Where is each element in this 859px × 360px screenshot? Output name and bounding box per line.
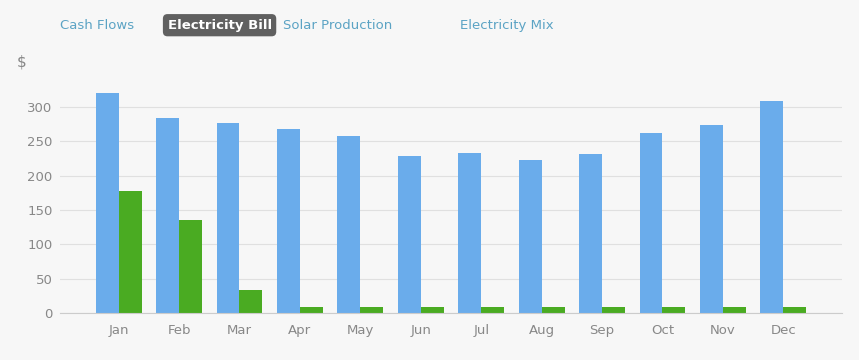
- Bar: [398, 156, 421, 313]
- Bar: [216, 122, 240, 313]
- Bar: [240, 290, 263, 313]
- Bar: [700, 125, 723, 313]
- Bar: [579, 153, 602, 313]
- Bar: [360, 307, 383, 313]
- Text: Cash Flows: Cash Flows: [60, 19, 134, 32]
- Bar: [639, 133, 662, 313]
- Bar: [723, 307, 746, 313]
- Bar: [119, 192, 142, 313]
- Bar: [760, 101, 783, 313]
- Text: Electricity Mix: Electricity Mix: [460, 19, 553, 32]
- Bar: [458, 153, 481, 313]
- Bar: [481, 307, 504, 313]
- Bar: [179, 220, 202, 313]
- Bar: [300, 307, 323, 313]
- Text: Solar Production: Solar Production: [283, 19, 393, 32]
- Bar: [95, 93, 119, 313]
- Bar: [519, 161, 542, 313]
- Text: $: $: [17, 55, 27, 70]
- Bar: [662, 307, 685, 313]
- Bar: [783, 307, 807, 313]
- Bar: [338, 136, 360, 313]
- Bar: [602, 307, 625, 313]
- Bar: [156, 118, 179, 313]
- Bar: [542, 307, 564, 313]
- Bar: [277, 129, 300, 313]
- Bar: [421, 307, 444, 313]
- Text: Electricity Bill: Electricity Bill: [168, 19, 271, 32]
